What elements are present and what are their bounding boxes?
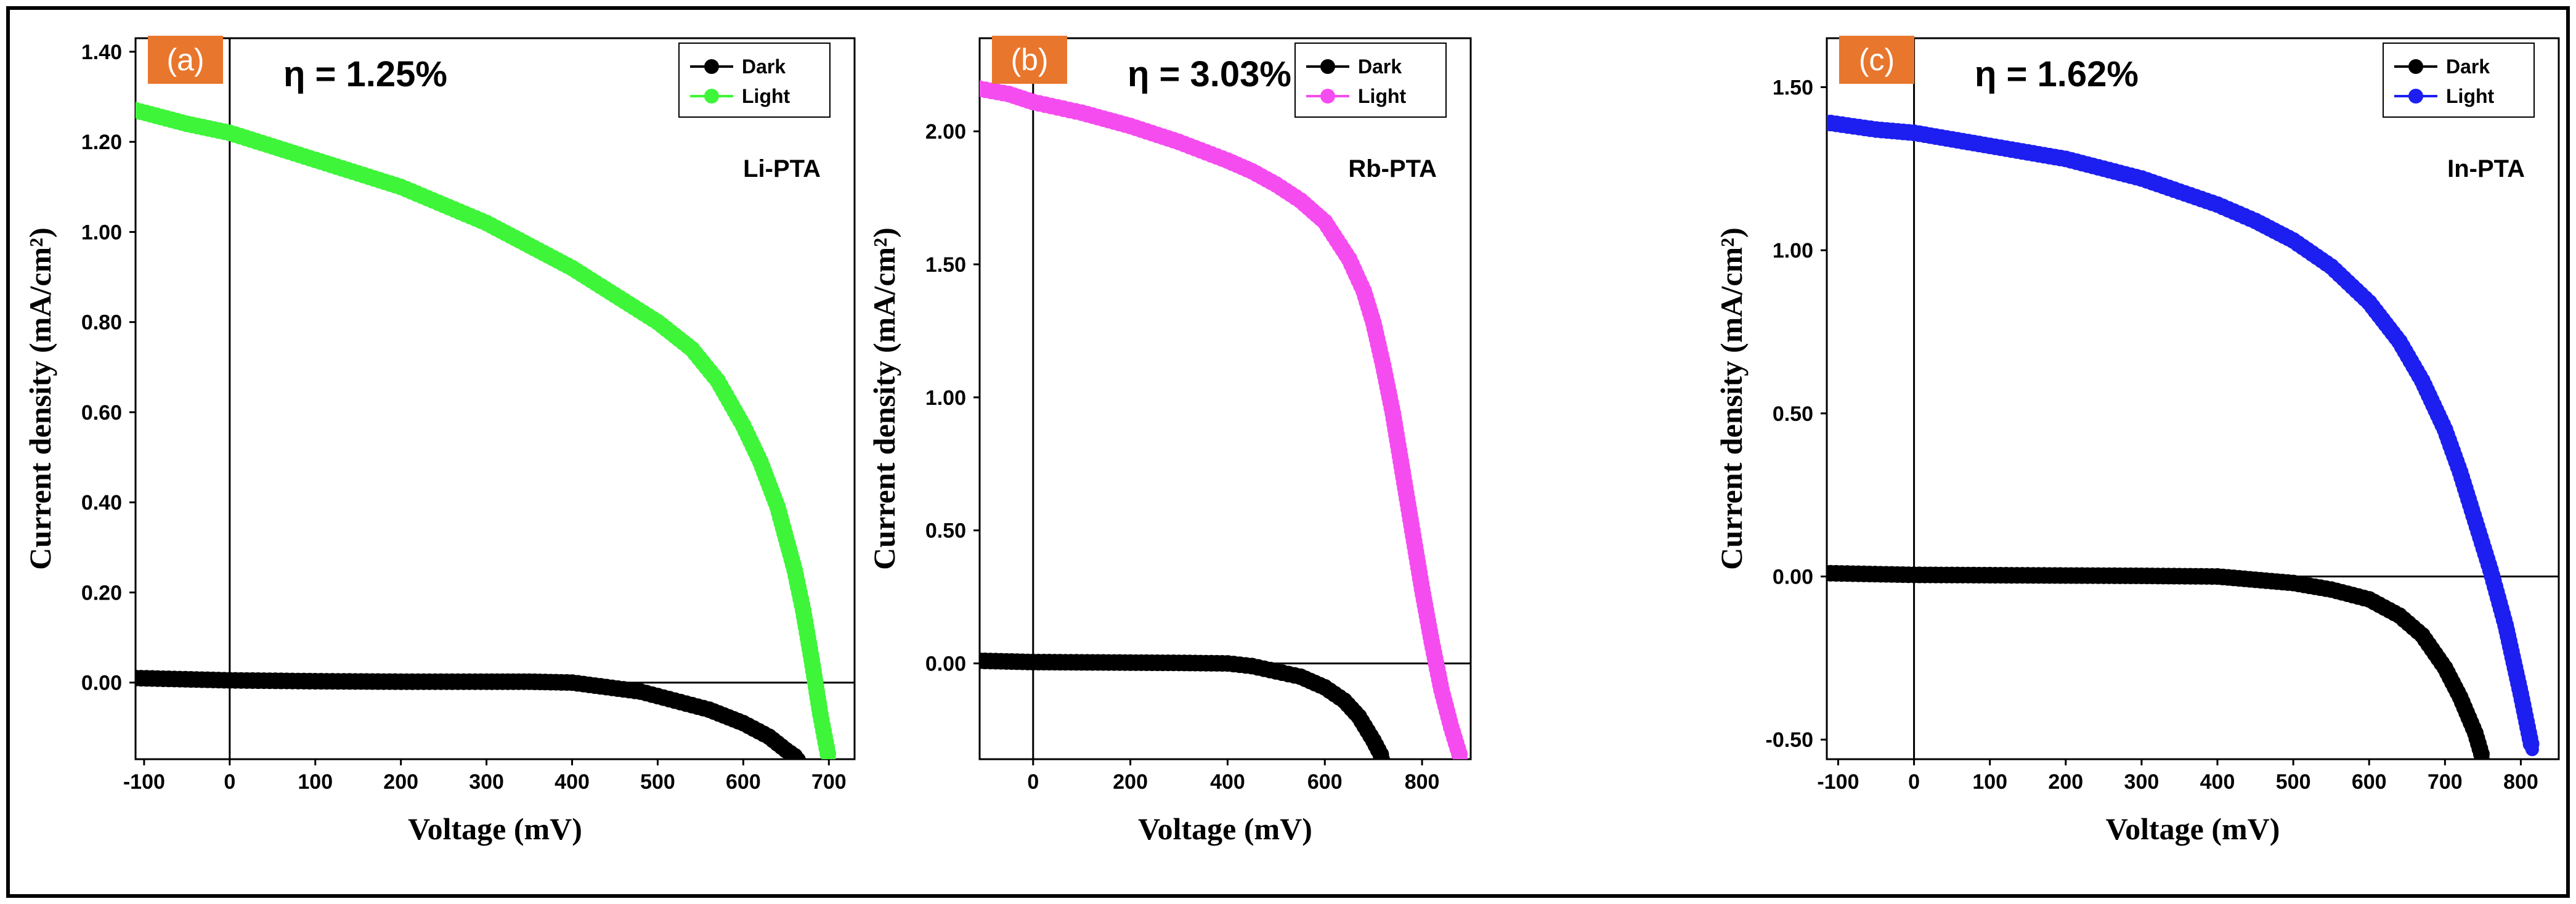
x-tick-label: -100: [123, 770, 165, 794]
y-tick-label: 0.20: [81, 581, 122, 605]
y-tick-label: 0.00: [1773, 566, 1813, 589]
data-point-light: [1451, 745, 1468, 759]
x-tick-label: 600: [2352, 770, 2387, 794]
series-dark: [980, 652, 1390, 759]
series-line-light: [136, 104, 836, 759]
legend-box: [1294, 43, 1447, 118]
x-tick-label: -100: [1817, 770, 1859, 794]
legend-label-light: Light: [1358, 85, 1407, 107]
y-tick-label: 1.00: [81, 221, 122, 244]
x-tick-label: 0: [1027, 770, 1039, 794]
panel-label: (c): [1859, 43, 1895, 77]
x-tick-label: 600: [726, 770, 761, 794]
material-label: In-PTA: [2447, 155, 2525, 182]
series-line-dark: [136, 671, 806, 759]
x-tick-label: 700: [811, 770, 847, 794]
series-light: [1827, 115, 2540, 757]
y-tick-label: 1.00: [925, 386, 966, 410]
x-tick-label: 400: [555, 770, 590, 794]
x-tick-label: 800: [1405, 770, 1440, 794]
x-tick-label: 500: [2276, 770, 2311, 794]
x-tick-label: 500: [640, 770, 675, 794]
efficiency-annotation: η = 1.62%: [1975, 54, 2139, 94]
legend-label-dark: Dark: [1358, 55, 1402, 78]
legend-label-dark: Dark: [2446, 55, 2490, 78]
x-tick-label: 200: [2048, 770, 2083, 794]
x-tick-label: 0: [1908, 770, 1920, 794]
y-tick-label: 1.00: [1773, 239, 1813, 263]
y-tick-label: 1.50: [1773, 76, 1813, 99]
chart-panel-1: -100 0 100 200 300 400 500 600 700 0.00 0.20 0.40 0.…: [23, 36, 856, 846]
legend-marker-dark: [1320, 59, 1335, 74]
legend-label-dark: Dark: [742, 55, 786, 78]
y-tick-label: 0.50: [925, 519, 966, 543]
x-axis-label: Voltage (mV): [1138, 812, 1312, 846]
series-dark: [136, 669, 806, 759]
series-light: [980, 80, 1468, 759]
y-tick-label: 0.80: [81, 311, 122, 335]
x-tick-label: 700: [2428, 770, 2463, 794]
material-label: Li-PTA: [743, 155, 821, 182]
y-axis-label: Current density (mA/cm²): [23, 227, 57, 570]
efficiency-annotation: η = 3.03%: [1128, 54, 1291, 94]
legend-marker-dark: [704, 59, 719, 74]
legend-marker-light: [1320, 89, 1335, 104]
x-tick-label: 300: [469, 770, 504, 794]
x-tick-label: 200: [1113, 770, 1148, 794]
y-tick-label: 1.40: [81, 41, 122, 64]
y-axis-label: Current density (mA/cm²): [1714, 227, 1749, 570]
chart-panel-3: -100 0 100 200 300 400 500 600 700 800 -0.50 0.00 0.…: [1714, 36, 2560, 846]
x-tick-label: 300: [2124, 770, 2160, 794]
x-tick-label: 800: [2503, 770, 2538, 794]
data-point-light: [819, 745, 837, 759]
legend-label-light: Light: [2446, 85, 2495, 107]
plot-area-frame: [134, 37, 856, 760]
x-tick-label: 100: [1972, 770, 2007, 794]
material-label: Rb-PTA: [1348, 155, 1437, 182]
data-point-dark: [1372, 746, 1389, 759]
x-tick-label: 0: [224, 770, 235, 794]
legend-box: [2383, 43, 2535, 118]
y-axis-label: Current density (mA/cm²): [867, 227, 901, 570]
y-tick-label: 1.50: [925, 253, 966, 277]
series-light: [136, 102, 837, 759]
y-tick-label: 0.00: [925, 653, 966, 676]
x-tick-label: 200: [383, 770, 418, 794]
data-point-light: [2522, 735, 2540, 752]
chart-panel-2: 0 200 400 600 800 0.00 0.50 1.00 1.50 2.00 Voltage…: [867, 36, 1472, 846]
y-tick-label: 0.50: [1773, 402, 1813, 426]
y-tick-label: 0.60: [81, 401, 122, 425]
legend-marker-dark: [2408, 59, 2423, 74]
legend-marker-light: [2408, 89, 2423, 104]
panel-label: (b): [1010, 43, 1048, 77]
series-dark: [1827, 564, 2490, 759]
x-tick-label: 400: [2200, 770, 2235, 794]
efficiency-annotation: η = 1.25%: [283, 54, 447, 94]
data-point-dark: [786, 747, 803, 759]
panel-label-badge: [148, 36, 223, 84]
panel-label: (a): [166, 43, 204, 77]
legend-marker-light: [704, 89, 719, 104]
series-line-dark: [980, 654, 1390, 759]
y-tick-label: 0.00: [81, 672, 122, 695]
x-tick-label: 400: [1210, 770, 1245, 794]
x-axis-label: Voltage (mV): [2106, 812, 2280, 846]
panel-label-badge: [992, 36, 1067, 84]
y-tick-label: 0.40: [81, 491, 122, 515]
y-tick-label: -0.50: [1766, 728, 1814, 752]
panel-label-badge: [1839, 36, 1914, 84]
legend-box: [678, 43, 831, 118]
legend-label-light: Light: [742, 85, 790, 107]
plot-area-frame: [1826, 37, 2560, 760]
figure-frame: [6, 6, 2570, 898]
plot-area-frame: [978, 37, 1472, 760]
y-tick-label: 1.20: [81, 131, 122, 154]
x-tick-label: 600: [1307, 770, 1343, 794]
data-point-dark: [2472, 746, 2490, 759]
x-axis-label: Voltage (mV): [408, 812, 582, 846]
y-tick-label: 2.00: [925, 120, 966, 144]
x-tick-label: 100: [298, 770, 333, 794]
